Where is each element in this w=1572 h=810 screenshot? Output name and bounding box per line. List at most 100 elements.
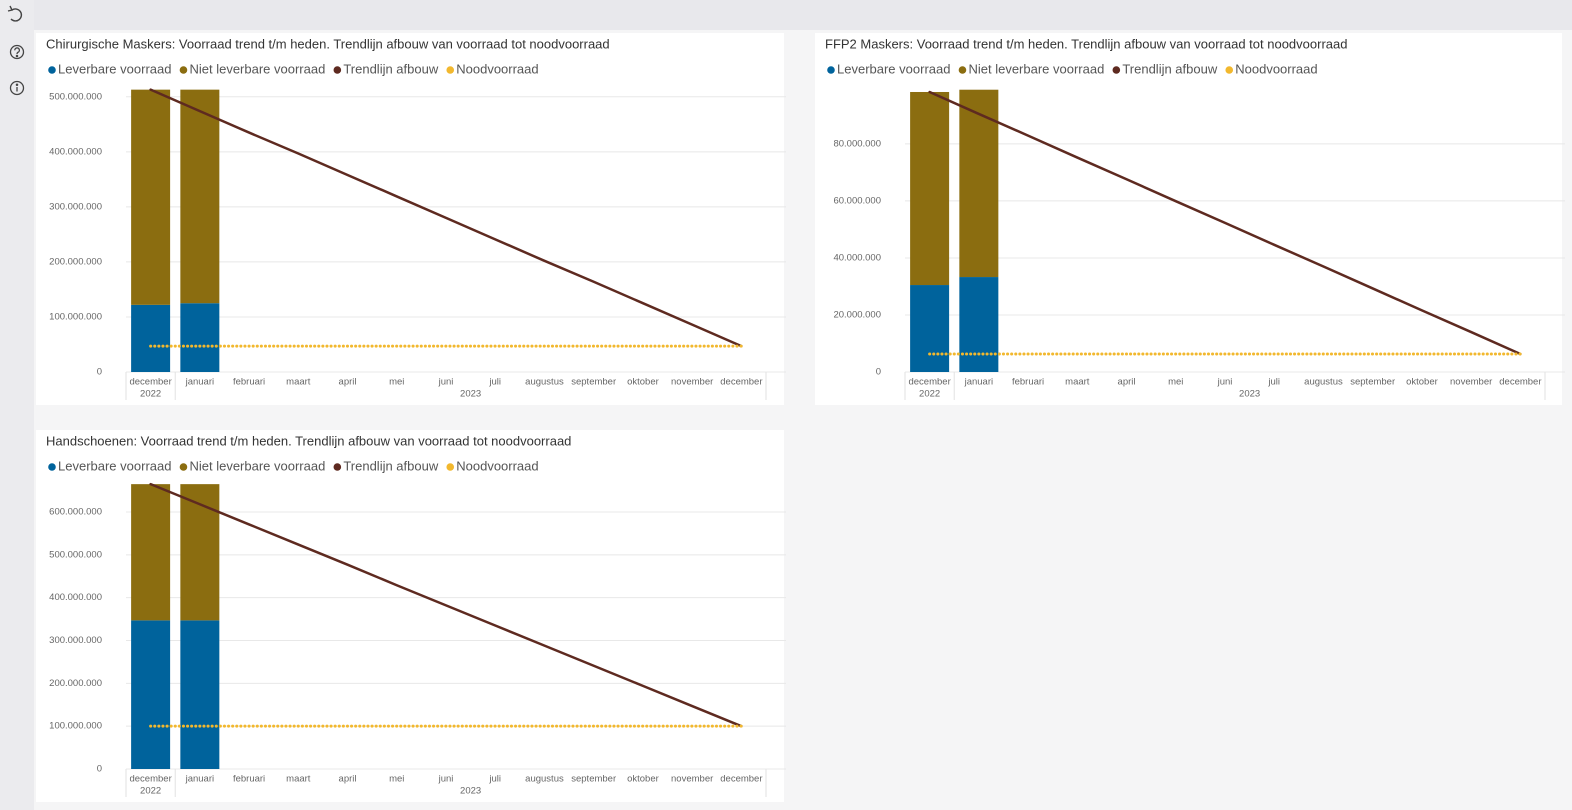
help-icon[interactable] [9,44,25,60]
chart-panel: Chirurgische Maskers: Voorraad trend t/m… [36,33,786,405]
legend-label: Leverbare voorraad [58,61,171,76]
x-year-label: 2023 [460,786,481,797]
x-tick-label: mei [389,774,404,785]
x-tick-label: januari [185,774,215,785]
line-series [928,90,1522,356]
y-tick-label: 20.000.000 [833,309,881,320]
legend-marker [958,66,967,74]
legend-label: Leverbare voorraad [58,458,171,473]
y-tick-label: 0 [876,367,881,378]
y-tick-label: 100.000.000 [49,721,102,732]
x-tick-label: augustus [525,774,564,785]
y-tick-label: 500.000.000 [49,91,102,102]
x-year-label: 2022 [140,786,161,797]
legend-marker [1225,66,1234,74]
legend-marker [48,66,56,74]
x-tick-label: juni [1217,377,1233,388]
x-tick-label: december [720,377,762,388]
x-tick-label: december [1499,377,1541,388]
y-tick-label: 0 [97,764,102,775]
x-tick-label: augustus [1304,377,1343,388]
chart-panel: FFP2 Maskers: Voorraad trend t/m heden. … [815,33,1565,405]
x-tick-label: juli [1267,377,1280,388]
help-circle[interactable] [9,44,25,60]
x-year-label: 2023 [1239,389,1260,400]
legend-label: Niet leverbare voorraad [189,61,325,76]
legend-label: Leverbare voorraad [837,61,950,76]
info-circle[interactable] [9,80,25,96]
legend-marker [179,66,188,74]
x-tick-label: december [129,377,171,388]
y-tick-label: 400.000.000 [49,592,102,603]
x-tick-label: januari [185,377,215,388]
bar [910,285,950,372]
y-tick-label: 400.000.000 [49,146,102,157]
y-tick-label: 0 [97,367,102,378]
legend-label: Niet leverbare voorraad [189,458,325,473]
x-tick-label: september [1350,377,1395,388]
x-tick-label: april [1118,377,1136,388]
bar [180,303,220,372]
bar [910,91,950,286]
chart-title: Chirurgische Maskers: Voorraad trend t/m… [46,36,610,51]
x-tick-label: februari [233,377,265,388]
x-tick-label: mei [1168,377,1183,388]
bar [959,277,999,372]
legend-label: Noodvoorraad [456,458,538,473]
legend-marker [446,463,455,471]
x-tick-label: november [671,377,713,388]
x-tick-label: oktober [627,377,659,388]
info-icon[interactable] [9,80,25,96]
x-tick-label: juli [488,774,501,785]
legend-marker [827,66,835,74]
legend-marker [1112,66,1121,74]
help-dot[interactable] [15,54,19,58]
bar [131,484,171,621]
legend-marker [179,463,188,471]
legend-marker [446,66,455,74]
top-bar [0,0,1572,30]
undo-arrow[interactable] [7,5,14,12]
y-tick-label: 500.000.000 [49,549,102,560]
x-tick-label: maart [286,774,311,785]
x-tick-label: april [339,774,357,785]
y-tick-label: 200.000.000 [49,678,102,689]
x-tick-label: oktober [627,774,659,785]
bar [180,484,220,621]
x-tick-label: december [908,377,950,388]
x-tick-label: januari [964,377,994,388]
x-year-label: 2022 [140,389,161,400]
help-glyph[interactable] [14,47,20,55]
bar [131,89,171,305]
bar [180,620,220,769]
x-tick-label: juni [438,377,454,388]
line-series [149,482,743,728]
legend-marker [333,66,342,74]
x-tick-label: februari [233,774,265,785]
legend-label: Niet leverbare voorraad [968,61,1104,76]
y-tick-label: 600.000.000 [49,507,102,518]
info-dot[interactable] [15,83,19,86]
line-series [149,88,743,348]
undo-icon[interactable] [7,5,23,22]
x-tick-label: april [339,377,357,388]
undo-arc[interactable] [10,8,23,22]
x-tick-label: maart [1065,377,1090,388]
legend-label: Trendlijn afbouw [343,61,439,76]
y-tick-label: 300.000.000 [49,635,102,646]
legend-label: Trendlijn afbouw [343,458,439,473]
bar [131,304,171,372]
y-tick-label: 100.000.000 [49,311,102,322]
chart-panel: Handschoenen: Voorraad trend t/m heden. … [36,430,786,802]
x-tick-label: november [1450,377,1492,388]
x-year-label: 2022 [919,389,940,400]
y-tick-label: 60.000.000 [833,195,881,206]
x-tick-label: augustus [525,377,564,388]
chart-title: FFP2 Maskers: Voorraad trend t/m heden. … [825,36,1347,51]
legend-marker [48,463,56,471]
x-year-label: 2023 [460,389,481,400]
x-tick-label: juni [438,774,454,785]
legend-label: Noodvoorraad [1235,61,1317,76]
x-tick-label: mei [389,377,404,388]
